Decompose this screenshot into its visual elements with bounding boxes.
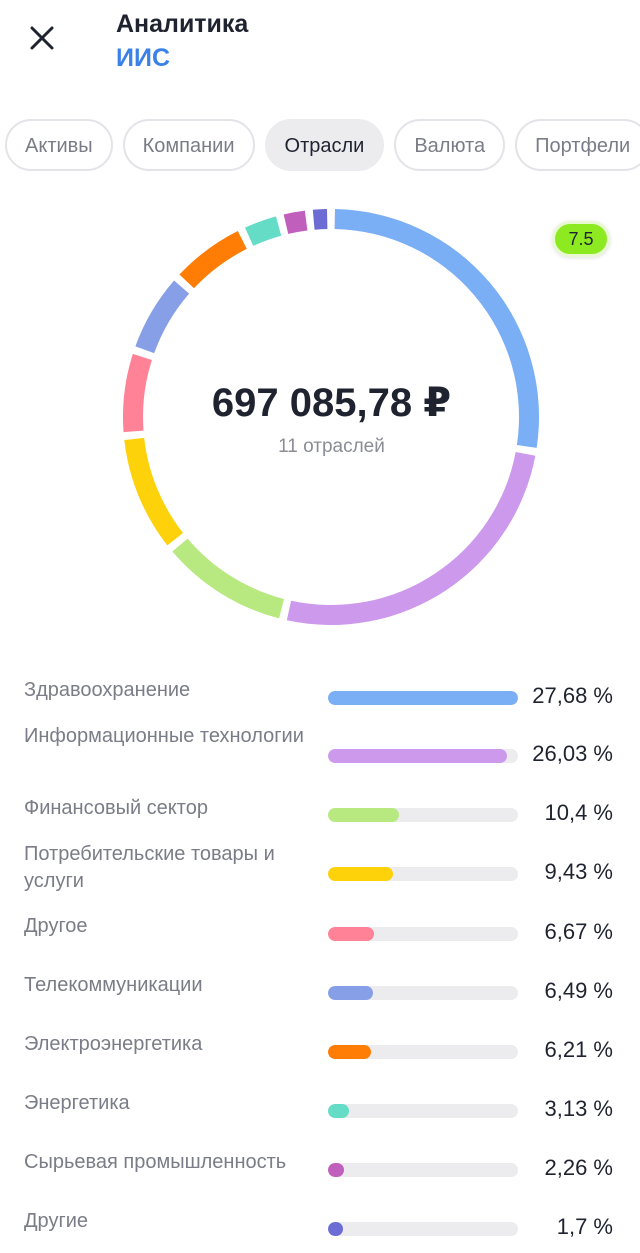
tab-companies[interactable]: Компании (122, 119, 255, 171)
portfolio-total: 697 085,78 ₽ (211, 381, 452, 425)
sector-name: Энергетика (24, 1092, 130, 1114)
sector-name: Электроэнергетика (24, 1033, 203, 1055)
sector-name: Сырьевая промышленность (24, 1151, 287, 1173)
sector-bar-fill (328, 808, 400, 822)
score-badge[interactable]: 7.5 (552, 221, 610, 257)
sector-bar-fill (328, 691, 518, 705)
sector-percent: 6,67 % (544, 919, 614, 944)
donut-segment[interactable] (123, 353, 152, 433)
tab-portfolios[interactable]: Портфели (515, 119, 640, 171)
sector-percent: 26,03 % (532, 741, 613, 766)
sector-bar-track (328, 749, 518, 763)
sector-percent: 9,43 % (544, 859, 614, 884)
sector-name: Здравоохранение (24, 679, 191, 701)
sector-name: Телекоммуникации (24, 974, 203, 996)
tab-assets[interactable]: Активы (5, 119, 113, 171)
header: Аналитика ИИС (0, 0, 640, 100)
sector-percent: 27,68 % (532, 683, 613, 708)
page-title: Аналитика (116, 10, 249, 38)
sector-bar-fill (328, 1045, 371, 1059)
sector-name: Финансовый сектор (24, 797, 208, 819)
donut-segment[interactable] (312, 209, 328, 230)
donut-segment[interactable] (244, 216, 282, 246)
tab-sectors[interactable]: Отрасли (264, 119, 385, 171)
donut-segment[interactable] (286, 452, 536, 625)
close-icon (30, 26, 54, 50)
sector-name: Другие (24, 1210, 89, 1232)
sector-percent: 3,13 % (544, 1096, 614, 1121)
donut-chart-area: 697 085,78 ₽ 11 отраслей 7.5 (0, 200, 640, 640)
sector-bar-track (328, 691, 518, 705)
tab-bar: Активы Компании Отрасли Валюта Портфели (5, 119, 640, 171)
sector-name: Потребительские товары и услуги (24, 843, 275, 892)
sector-bar-fill (328, 1104, 350, 1118)
sector-percent: 6,21 % (544, 1037, 614, 1062)
sector-percent: 1,7 % (556, 1214, 613, 1239)
tab-currency[interactable]: Валюта (394, 119, 506, 171)
account-link[interactable]: ИИС (116, 44, 170, 72)
sector-bar-fill (328, 1222, 344, 1236)
sector-bar-fill (328, 986, 373, 1000)
donut-segment[interactable] (179, 231, 247, 289)
sector-percent: 6,49 % (544, 978, 614, 1003)
sector-percent: 10,4 % (544, 800, 614, 825)
donut-segment[interactable] (334, 209, 539, 448)
sector-percent: 2,26 % (544, 1155, 614, 1180)
sector-count: 11 отраслей (278, 436, 385, 457)
sector-name: Другое (24, 915, 88, 937)
sector-bar-track (328, 986, 518, 1000)
sector-bar-track (328, 808, 518, 822)
sector-bar-fill (328, 867, 393, 881)
sector-bar-track (328, 927, 518, 941)
donut-segment[interactable] (172, 538, 285, 619)
sector-name: Информационные технологии (24, 725, 304, 747)
sector-bar-fill (328, 749, 507, 763)
sector-bar-track (328, 1222, 518, 1236)
donut-segment[interactable] (283, 210, 308, 234)
donut-chart (123, 209, 539, 625)
sector-bar-fill (328, 1163, 344, 1177)
donut-segment[interactable] (124, 437, 184, 546)
sector-bar-track (328, 1045, 518, 1059)
sector-bar-fill (328, 927, 374, 941)
sector-bar-track (328, 1104, 518, 1118)
sector-bar-track (328, 1163, 518, 1177)
close-button[interactable] (22, 18, 62, 58)
donut-segment[interactable] (135, 280, 190, 354)
sector-bar-track (328, 867, 518, 881)
